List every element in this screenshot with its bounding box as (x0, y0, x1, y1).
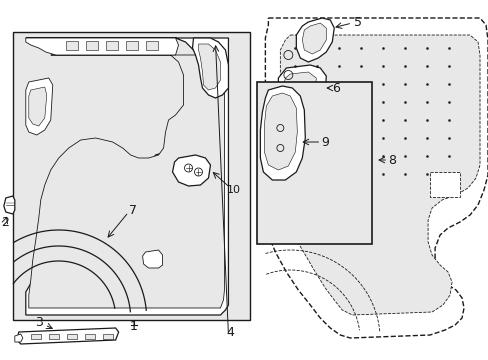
Bar (257, 82, 371, 244)
Text: 3: 3 (35, 316, 42, 329)
Polygon shape (302, 23, 325, 54)
Polygon shape (84, 334, 95, 339)
Polygon shape (260, 86, 305, 180)
Polygon shape (296, 18, 334, 62)
Text: 2: 2 (1, 216, 9, 229)
Text: 6: 6 (332, 81, 340, 95)
Polygon shape (26, 38, 178, 55)
Bar (13, 32, 250, 320)
Polygon shape (145, 41, 157, 50)
Polygon shape (26, 38, 228, 315)
Polygon shape (17, 328, 119, 344)
Polygon shape (125, 41, 137, 50)
Polygon shape (278, 65, 325, 112)
Polygon shape (65, 41, 78, 50)
Polygon shape (192, 38, 228, 98)
Text: 9: 9 (321, 135, 328, 149)
Polygon shape (142, 250, 162, 268)
Text: 1: 1 (129, 320, 137, 333)
Bar (429, 172, 459, 197)
Polygon shape (15, 334, 23, 342)
Polygon shape (29, 87, 47, 126)
Polygon shape (31, 334, 41, 339)
Polygon shape (172, 155, 210, 186)
Polygon shape (49, 334, 59, 339)
Text: 10: 10 (226, 185, 240, 195)
Polygon shape (198, 44, 220, 90)
Polygon shape (29, 55, 224, 308)
Polygon shape (66, 334, 77, 339)
Text: 5: 5 (353, 15, 362, 28)
Polygon shape (4, 196, 15, 214)
Text: 8: 8 (387, 153, 395, 166)
Polygon shape (265, 18, 487, 338)
Polygon shape (264, 93, 297, 170)
Polygon shape (85, 41, 98, 50)
Text: 7: 7 (128, 203, 136, 216)
Polygon shape (26, 78, 53, 135)
Text: 4: 4 (226, 325, 234, 338)
Polygon shape (105, 41, 118, 50)
Polygon shape (102, 334, 112, 339)
Polygon shape (283, 72, 316, 105)
Polygon shape (280, 35, 479, 315)
